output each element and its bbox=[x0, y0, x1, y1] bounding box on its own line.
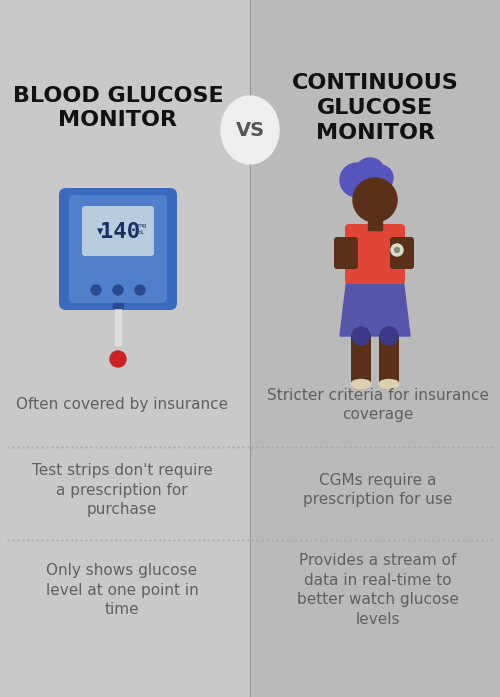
Bar bbox=[0, 0, 250, 697]
Bar bbox=[368, 218, 382, 230]
Text: CONTINUOUS
GLUCOSE
MONITOR: CONTINUOUS GLUCOSE MONITOR bbox=[292, 73, 458, 143]
FancyBboxPatch shape bbox=[390, 237, 414, 269]
FancyBboxPatch shape bbox=[379, 333, 399, 384]
Circle shape bbox=[110, 351, 126, 367]
Ellipse shape bbox=[379, 379, 399, 388]
Text: VS: VS bbox=[236, 121, 264, 139]
Polygon shape bbox=[114, 351, 122, 360]
Text: Provides a stream of
data in real-time to
better watch glucose
levels: Provides a stream of data in real-time t… bbox=[297, 553, 459, 627]
FancyBboxPatch shape bbox=[59, 188, 177, 310]
FancyBboxPatch shape bbox=[82, 206, 154, 256]
Bar bbox=[250, 0, 500, 697]
Text: BLOOD GLUCOSE
MONITOR: BLOOD GLUCOSE MONITOR bbox=[12, 86, 224, 130]
Text: Only shows glucose
level at one point in
time: Only shows glucose level at one point in… bbox=[46, 562, 199, 618]
Circle shape bbox=[355, 158, 385, 188]
FancyBboxPatch shape bbox=[351, 333, 371, 384]
Text: 140: 140 bbox=[100, 222, 140, 242]
Bar bbox=[113, 303, 123, 308]
FancyBboxPatch shape bbox=[334, 237, 358, 269]
FancyBboxPatch shape bbox=[345, 224, 405, 284]
Circle shape bbox=[340, 163, 374, 197]
Polygon shape bbox=[340, 278, 410, 336]
Circle shape bbox=[367, 165, 393, 191]
FancyBboxPatch shape bbox=[69, 195, 167, 303]
Circle shape bbox=[352, 327, 370, 345]
Text: Often covered by insurance: Often covered by insurance bbox=[16, 397, 228, 413]
Circle shape bbox=[394, 247, 400, 252]
Circle shape bbox=[135, 285, 145, 295]
Circle shape bbox=[380, 327, 398, 345]
Circle shape bbox=[91, 285, 101, 295]
Text: Test strips don't require
a prescription for
purchase: Test strips don't require a prescription… bbox=[32, 463, 212, 517]
Text: Stricter criteria for insurance
coverage: Stricter criteria for insurance coverage bbox=[267, 388, 489, 422]
Circle shape bbox=[353, 178, 397, 222]
Ellipse shape bbox=[221, 96, 279, 164]
Circle shape bbox=[391, 244, 403, 256]
Ellipse shape bbox=[351, 379, 371, 388]
Text: mg: mg bbox=[136, 222, 146, 227]
Bar bbox=[115, 307, 121, 345]
Text: CGMs require a
prescription for use: CGMs require a prescription for use bbox=[304, 473, 452, 507]
Circle shape bbox=[113, 285, 123, 295]
Text: ▾: ▾ bbox=[97, 226, 103, 238]
Text: dL: dL bbox=[137, 229, 145, 234]
